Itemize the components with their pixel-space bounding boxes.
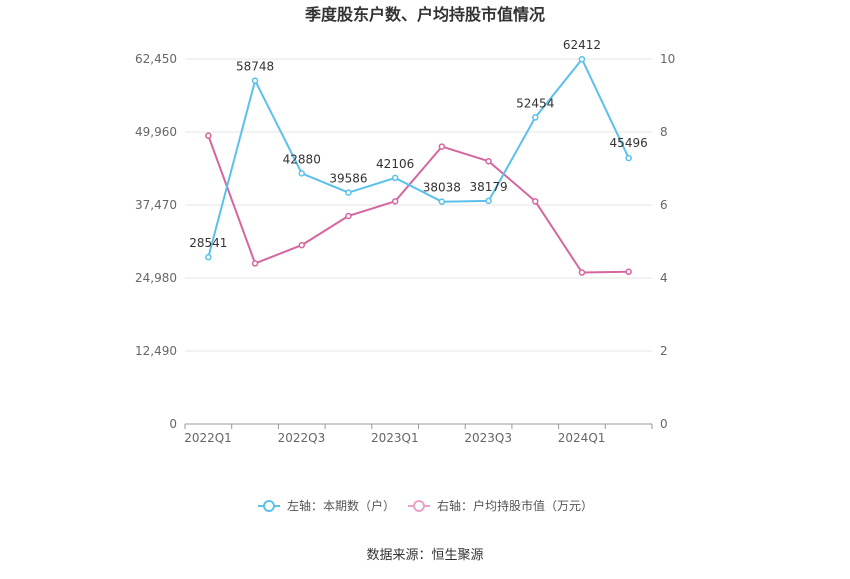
data-label: 38038 bbox=[423, 181, 461, 195]
right-series-point bbox=[485, 157, 492, 165]
right-series-line bbox=[207, 135, 629, 274]
left-series-point bbox=[298, 170, 305, 177]
data-label: 28541 bbox=[189, 236, 227, 250]
data-label: 62412 bbox=[563, 38, 601, 52]
right-axis-tick-label: 6 bbox=[660, 198, 668, 212]
data-label: 42880 bbox=[283, 152, 321, 166]
left-series-point bbox=[532, 114, 539, 121]
legend-swatch-marker bbox=[263, 500, 275, 512]
data-label: 58748 bbox=[236, 60, 274, 74]
x-axis-tick-label: 2023Q1 bbox=[371, 431, 419, 445]
x-axis-tick-label: 2024Q1 bbox=[558, 431, 606, 445]
legend-swatch-marker bbox=[413, 500, 425, 512]
right-axis-tick-label: 2 bbox=[660, 344, 668, 358]
left-series-point bbox=[625, 154, 632, 162]
right-series-point bbox=[625, 268, 632, 276]
legend-label: 右轴：户均持股市值（万元） bbox=[437, 498, 593, 513]
right-axis-tick-label: 8 bbox=[660, 125, 668, 139]
data-label: 45496 bbox=[610, 136, 648, 150]
right-axis-tick-label: 4 bbox=[660, 271, 668, 285]
left-series-point bbox=[485, 197, 492, 205]
right-series-point bbox=[205, 132, 212, 139]
x-axis-tick-label: 2022Q3 bbox=[278, 431, 326, 445]
left-series-point bbox=[578, 55, 586, 63]
left-series-point bbox=[345, 189, 352, 196]
data-label: 42106 bbox=[376, 157, 414, 171]
right-series-point bbox=[251, 260, 259, 267]
grid-lines bbox=[185, 58, 652, 352]
right-axis-tick-label: 0 bbox=[660, 417, 668, 431]
right-series-point bbox=[298, 241, 305, 249]
right-series-point bbox=[578, 269, 586, 276]
data-label: 39586 bbox=[329, 172, 367, 186]
left-axis-tick-label: 62,450 bbox=[135, 52, 177, 66]
legend-label: 左轴：本期数（户） bbox=[287, 498, 395, 513]
left-axis-tick-label: 12,490 bbox=[135, 344, 177, 358]
data-labels: 28541 58748 42880 39586 42106 38038 38179 52454… bbox=[189, 38, 647, 250]
source-note: 数据来源：恒生聚源 bbox=[366, 548, 483, 563]
right-series-point bbox=[391, 198, 399, 205]
left-axis-tick-label: 0 bbox=[169, 417, 177, 431]
right-series-point bbox=[438, 143, 446, 150]
left-series-point bbox=[391, 174, 399, 182]
right-series-point bbox=[532, 198, 539, 205]
left-axis-tick-label: 24,980 bbox=[135, 271, 177, 285]
axes: 0 0 12,490 2 24,980 4 37,470 6 49,960 8 62,450 10 20… bbox=[135, 52, 675, 445]
x-axis-tick-label: 2023Q3 bbox=[464, 431, 512, 445]
right-axis-tick-label: 10 bbox=[660, 52, 675, 66]
left-axis-tick-label: 49,960 bbox=[135, 125, 177, 139]
left-series-point bbox=[438, 198, 446, 205]
legend: 左轴：本期数（户） 右轴：户均持股市值（万元） bbox=[258, 498, 593, 513]
x-axis-tick-label: 2022Q1 bbox=[184, 431, 232, 445]
left-axis-tick-label: 37,470 bbox=[135, 198, 177, 212]
data-label: 38179 bbox=[469, 180, 507, 194]
series-layer bbox=[205, 55, 632, 276]
left-series-point bbox=[205, 253, 212, 261]
left-series-point bbox=[251, 77, 259, 84]
left-series-line bbox=[207, 58, 630, 258]
chart-title: 季度股东户数、户均持股市值情况 bbox=[304, 5, 545, 24]
right-series-point bbox=[345, 212, 352, 220]
data-label: 52454 bbox=[516, 96, 554, 110]
